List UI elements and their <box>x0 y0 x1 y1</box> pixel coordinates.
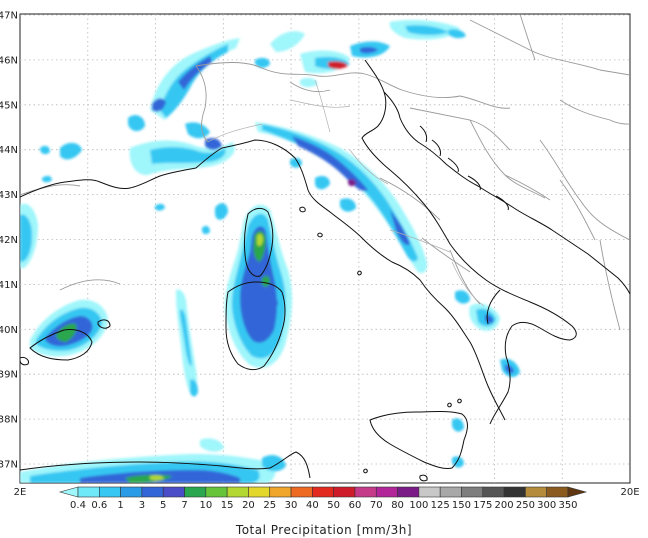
precipitation-field <box>20 20 520 483</box>
colorbar-label: 300 <box>537 500 556 511</box>
colorbar-label: 150 <box>452 500 471 511</box>
colorbar-label: 80 <box>391 500 404 511</box>
colorbar-segment <box>205 486 228 498</box>
colorbar-label: 40 <box>306 500 319 511</box>
colorbar-high-arrow <box>567 486 588 498</box>
colorbar-segment <box>248 486 271 498</box>
colorbar-label: 30 <box>285 500 298 511</box>
colorbar-segment <box>162 486 185 498</box>
lat-tick-label: 41N <box>0 280 18 291</box>
lon-tick-label: 2E <box>14 487 27 498</box>
colorbar-label: 1 <box>117 500 123 511</box>
colorbar-label: 250 <box>516 500 535 511</box>
colorbar-segment <box>461 486 484 498</box>
colorbar-label: 175 <box>473 500 492 511</box>
colorbar-segment <box>354 486 377 498</box>
colorbar-segment <box>546 486 569 498</box>
colorbar-label: 125 <box>431 500 450 511</box>
colorbar-label: 50 <box>327 500 340 511</box>
lat-tick-label: 46N <box>0 55 18 66</box>
lat-tick-label: 39N <box>0 370 18 381</box>
colorbar-segment <box>525 486 547 498</box>
colorbar-low-arrow <box>58 486 79 498</box>
colorbar-label: 20 <box>242 500 255 511</box>
latitude-labels: 37N 38N 39N 40N 41N 42N 43N 44N 45N 46N 47N <box>0 11 18 471</box>
lat-tick-label: 43N <box>0 190 18 201</box>
colorbar-segment <box>77 486 100 498</box>
colorbar-label: 200 <box>495 500 514 511</box>
colorbar-segment <box>120 486 143 498</box>
lat-tick-label: 44N <box>0 145 18 156</box>
lat-tick-label: 38N <box>0 415 18 426</box>
colorbar-label: 100 <box>409 500 428 511</box>
lat-tick-label: 45N <box>0 100 18 111</box>
gridlines <box>20 14 630 483</box>
colorbar-label: 25 <box>263 500 276 511</box>
colorbar-label: 10 <box>199 500 212 511</box>
colorbar-label: 70 <box>370 500 383 511</box>
colorbar-segment <box>439 486 462 498</box>
colorbar-segment <box>99 486 121 498</box>
colorbar-segment <box>312 486 334 498</box>
lat-tick-label: 40N <box>0 325 18 336</box>
colorbar-label: 3 <box>139 500 145 511</box>
lat-tick-label: 42N <box>0 235 18 246</box>
colorbar-label: 0.6 <box>91 500 107 511</box>
colorbar-label: 15 <box>221 500 234 511</box>
colorbar-label: 60 <box>349 500 362 511</box>
colorbar-label: 7 <box>181 500 187 511</box>
colorbar-segment <box>333 486 356 498</box>
colorbar-segment <box>503 486 526 498</box>
colorbar-label: 350 <box>558 500 577 511</box>
colorbar-segment <box>226 486 249 498</box>
colorbar-segment <box>290 486 313 498</box>
coastlines <box>20 59 630 482</box>
colorbar-label: 0.4 <box>70 500 86 511</box>
colorbar-segment <box>375 486 398 498</box>
colorbar-labels: 0.4 0.6 1 3 5 7 10 15 20 25 30 40 50 60 70 80 100 125 150 1… <box>70 500 578 511</box>
colorbar-segment <box>482 486 505 498</box>
map-frame <box>19 13 631 484</box>
colorbar-segment <box>141 486 164 498</box>
colorbar-label: 5 <box>160 500 166 511</box>
country-borders <box>20 14 630 331</box>
lon-tick-label: 20E <box>620 487 639 498</box>
colorbar-segment <box>184 486 207 498</box>
lat-tick-label: 47N <box>0 11 18 22</box>
colorbar-segment <box>397 486 420 498</box>
colorbar-title: Total Precipitation [mm/3h] <box>235 523 412 537</box>
colorbar-segment <box>269 486 292 498</box>
colorbar <box>58 486 588 498</box>
lat-tick-label: 37N <box>0 460 18 471</box>
colorbar-segment <box>418 486 441 498</box>
